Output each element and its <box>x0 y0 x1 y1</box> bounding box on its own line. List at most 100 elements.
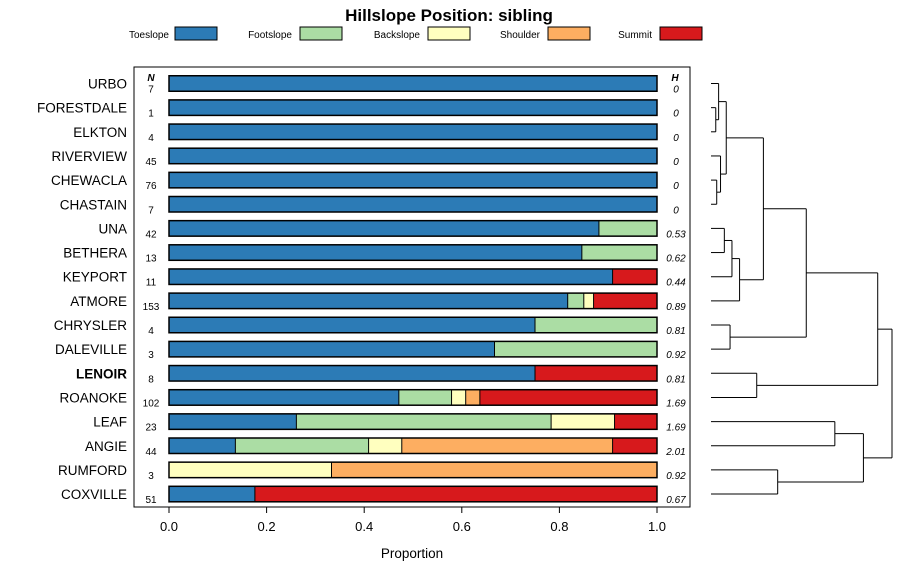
row-h-entropy: 0.81 <box>666 374 685 385</box>
bar-segment-summit <box>254 486 657 502</box>
legend: Toeslope Footslope Backslope Shoulder Summit <box>129 26 703 41</box>
legend-label-toeslope: Toeslope <box>129 30 169 41</box>
bar-outline <box>168 485 658 503</box>
row-label: ROANOKE <box>59 390 127 405</box>
bar-segment-footslope <box>398 389 452 406</box>
row-h-entropy: 0.81 <box>666 326 685 337</box>
row-h-entropy: 0 <box>673 85 679 96</box>
row-n-count: 102 <box>143 398 160 409</box>
row-h-entropy: 0.53 <box>666 229 686 240</box>
bar-outline <box>168 219 658 237</box>
bar-segment-toeslope <box>169 341 495 357</box>
row-n-count: 76 <box>145 181 157 192</box>
row-label: UNA <box>98 221 127 236</box>
row-label: RIVERVIEW <box>51 149 127 164</box>
legend-swatch-shoulder <box>547 26 591 41</box>
bar-outline <box>168 99 658 117</box>
bar-segment-backslope <box>169 462 332 478</box>
row-n-count: 44 <box>145 447 157 458</box>
bar-segment-footslope <box>598 220 657 237</box>
n-column-header: N <box>147 73 155 84</box>
bar-segment-toeslope <box>169 389 399 406</box>
row-n-count: 13 <box>145 254 157 265</box>
row-h-entropy: 0.62 <box>666 254 686 265</box>
bar-outline <box>168 195 658 213</box>
row-label: URBO <box>88 77 127 92</box>
bar-segment-summit <box>535 365 657 382</box>
row-label: LEAF <box>93 415 127 430</box>
row-label: CHRYSLER <box>54 318 128 333</box>
legend-swatch-toeslope <box>174 26 218 41</box>
row-label: CHEWACLA <box>51 173 127 188</box>
row-h-entropy: 0.44 <box>666 278 686 289</box>
bar-segment-shoulder <box>401 438 613 454</box>
legend-label-shoulder: Shoulder <box>500 30 541 41</box>
bar-segment-footslope <box>494 341 657 357</box>
row-daleville: DALEVILLE 3 0.92 <box>55 340 686 361</box>
row-coxville: COXVILLE 51 0.67 <box>61 485 686 506</box>
bar-segment-toeslope <box>169 438 236 454</box>
row-label: RUMFORD <box>58 463 127 478</box>
x-tick-label: 0.0 <box>160 519 178 534</box>
bar-segment-backslope <box>551 413 615 430</box>
row-n-count: 51 <box>145 495 157 506</box>
bar-segment-toeslope <box>169 220 599 237</box>
bar-segment-toeslope <box>169 365 535 382</box>
row-chrysler: CHRYSLER 4 0.81 <box>54 316 686 337</box>
bar-outline <box>168 147 658 165</box>
bar-segment-footslope <box>296 413 552 430</box>
bar-segment-toeslope <box>169 172 657 188</box>
row-h-entropy: 1.69 <box>666 398 686 409</box>
row-una: UNA 42 0.53 <box>98 219 686 240</box>
bar-outline <box>168 388 658 406</box>
bar-outline <box>168 123 658 141</box>
bar-segment-toeslope <box>169 268 613 285</box>
row-h-entropy: 0.67 <box>666 495 686 506</box>
bar-segment-toeslope <box>169 486 255 502</box>
row-label: FORESTDALE <box>37 101 127 116</box>
row-roanoke: ROANOKE 102 1.69 <box>59 388 686 409</box>
row-n-count: 153 <box>143 302 160 313</box>
bar-segment-backslope <box>368 438 402 454</box>
x-tick-label: 0.6 <box>453 519 471 534</box>
bar-segment-footslope <box>535 317 657 333</box>
bar-segment-toeslope <box>169 124 657 140</box>
legend-label-footslope: Footslope <box>248 30 292 41</box>
bar-outline <box>168 292 658 310</box>
row-lenoir: LENOIR 8 0.81 <box>76 364 686 385</box>
bar-segment-footslope <box>567 293 584 309</box>
row-n-count: 42 <box>145 229 157 240</box>
bar-segment-footslope <box>581 244 657 261</box>
row-n-count: 8 <box>148 374 154 385</box>
plot-frame <box>133 66 691 508</box>
bar-segment-summit <box>612 268 657 285</box>
x-tick-label: 1.0 <box>648 519 666 534</box>
bar-outline <box>168 461 658 479</box>
bar-outline <box>168 413 658 431</box>
bar-segment-toeslope <box>169 317 535 333</box>
bar-segment-toeslope <box>169 148 657 164</box>
x-tick-label: 0.2 <box>258 519 276 534</box>
legend-label-backslope: Backslope <box>374 30 421 41</box>
bar-outline <box>168 316 658 334</box>
chart-title: Hillslope Position: sibling <box>345 6 553 25</box>
row-n-count: 4 <box>148 133 154 144</box>
bar-segment-toeslope <box>169 75 657 92</box>
bar-segment-footslope <box>235 438 369 454</box>
row-riverview: RIVERVIEW 45 0 <box>51 147 679 168</box>
row-label: BETHERA <box>63 246 127 261</box>
legend-swatch-footslope <box>299 26 343 41</box>
bar-outline <box>168 364 658 382</box>
row-h-entropy: 0 <box>673 109 679 120</box>
bar-segment-summit <box>612 438 657 454</box>
bar-segment-shoulder <box>331 462 657 478</box>
bar-outline <box>168 244 658 262</box>
bar-outline <box>168 437 658 455</box>
row-h-entropy: 0 <box>673 205 679 216</box>
row-h-entropy: 0 <box>673 181 679 192</box>
row-urbo: URBO 7 0 <box>88 75 679 96</box>
row-rumford: RUMFORD 3 0.92 <box>58 461 686 482</box>
row-label: ELKTON <box>73 125 127 140</box>
row-n-count: 45 <box>145 157 157 168</box>
